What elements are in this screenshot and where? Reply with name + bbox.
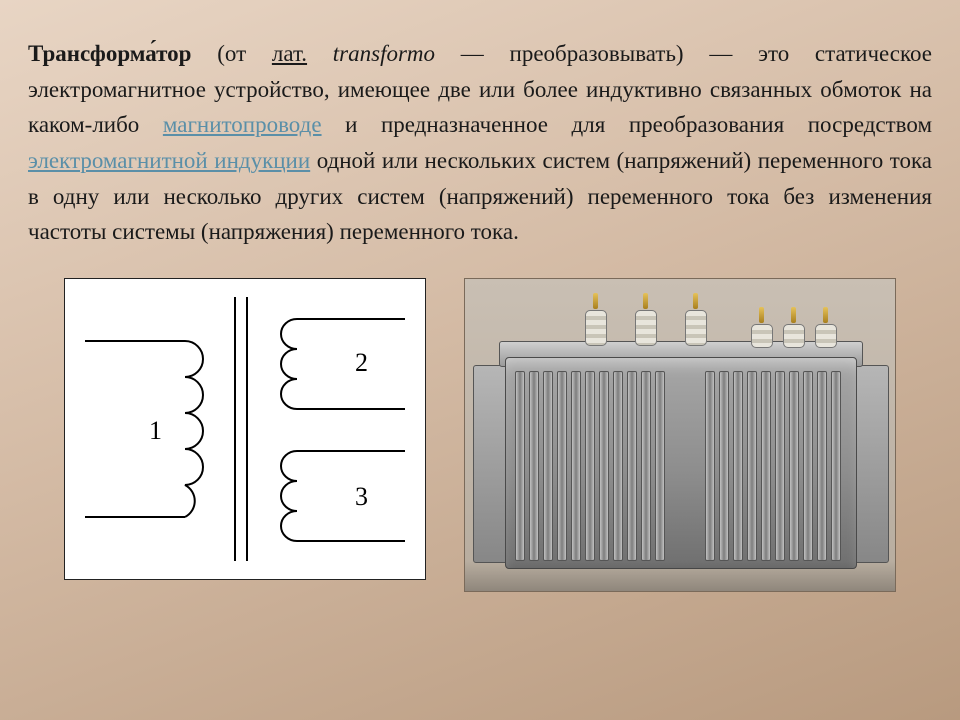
label-secondary-top: 2 xyxy=(355,348,368,377)
bushing-lv-1 xyxy=(751,307,771,348)
lat-label: лат. xyxy=(272,41,307,66)
label-secondary-bot: 3 xyxy=(355,482,368,511)
bushing-hv-1 xyxy=(585,293,605,346)
label-primary: 1 xyxy=(149,416,162,445)
t-open: (от xyxy=(191,41,271,66)
bushing-hv-2 xyxy=(635,293,655,346)
radiator-fins-left xyxy=(515,371,665,561)
schematic-svg: 1 2 3 xyxy=(65,279,425,579)
transformer-photo xyxy=(464,278,896,592)
sp xyxy=(307,41,333,66)
term: Трансформа́тор xyxy=(28,41,191,66)
link-magnetic-core[interactable]: магнитопроводе xyxy=(163,112,322,137)
figures-row: 1 2 3 xyxy=(28,278,932,592)
radiator-fins-right xyxy=(705,371,841,561)
seg2: и предназначенное для преобразования пос… xyxy=(322,112,932,137)
lat-word: transformo xyxy=(333,41,435,66)
bushing-lv-3 xyxy=(815,307,835,348)
photo-shadow xyxy=(465,561,895,591)
schematic-figure: 1 2 3 xyxy=(64,278,426,580)
bushing-hv-3 xyxy=(685,293,705,346)
definition-paragraph: Трансформа́тор (от лат. transformo — пре… xyxy=(28,36,932,250)
bushing-lv-2 xyxy=(783,307,803,348)
link-em-induction[interactable]: электромагнитной индукции xyxy=(28,148,310,173)
